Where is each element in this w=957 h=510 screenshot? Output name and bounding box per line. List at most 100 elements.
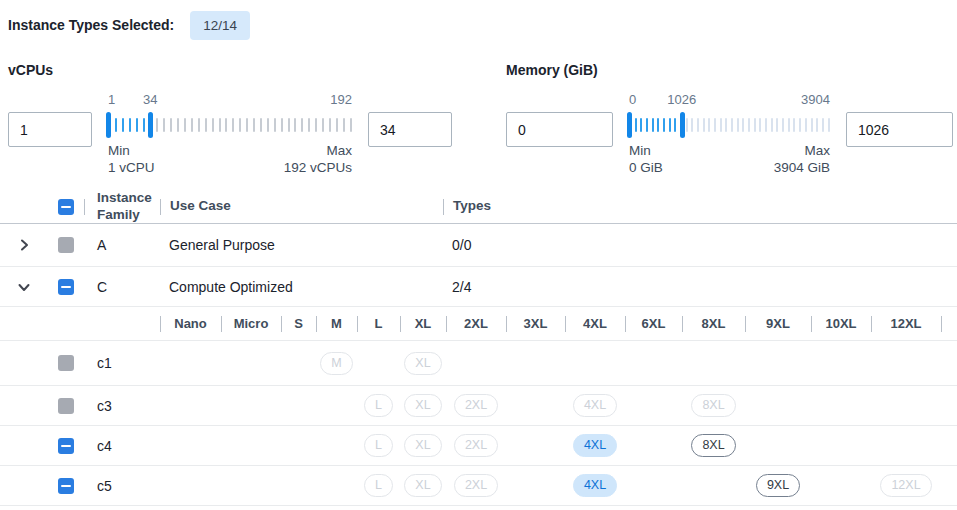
slider-tick (253, 118, 255, 132)
size-cell (745, 426, 811, 465)
slider-tick (136, 118, 138, 132)
size-cell (316, 466, 357, 505)
slider-tick (260, 118, 262, 132)
column-divider (941, 316, 942, 332)
instance-types-selected-label: Instance Types Selected: (8, 17, 174, 33)
instance-family-column-header: Instance Family (97, 190, 159, 224)
slider-tick (725, 118, 727, 132)
size-cell (221, 426, 281, 465)
slider-tick (232, 118, 234, 132)
memory-range-slider: 0 1026 3904 Min 0 GiB Max 3904 GiB (629, 92, 830, 176)
column-divider (316, 316, 317, 332)
slider-handle-min[interactable] (627, 112, 632, 138)
vcpu-slider-track[interactable] (108, 118, 352, 132)
slider-tick (742, 118, 744, 132)
size-cell (745, 341, 811, 385)
size-pill-c3-8xl: 8XL (691, 394, 735, 417)
row-checkbox[interactable] (58, 438, 74, 454)
size-pill-c5-4xl[interactable]: 4XL (573, 474, 617, 497)
size-pill-c4-8xl[interactable]: 8XL (691, 434, 735, 457)
slider-tick (782, 118, 784, 132)
slider-handle-max[interactable] (148, 112, 153, 138)
size-cell: 2XL (446, 386, 506, 425)
column-divider (443, 199, 444, 215)
collapse-chevron-down-icon[interactable] (16, 279, 32, 295)
instance-family-table: Instance Family Use Case Types A General… (0, 190, 957, 506)
slider-tick (177, 118, 179, 132)
size-pill-c5-2xl: 2XL (454, 474, 498, 497)
memory-min-input[interactable] (506, 112, 613, 147)
slider-tick (129, 118, 131, 132)
slider-tick (697, 118, 699, 132)
types-count-value: 2/4 (452, 279, 471, 295)
size-cell (221, 341, 281, 385)
slider-handle-max[interactable] (680, 112, 685, 138)
size-cell (745, 386, 811, 425)
size-pill-c1-xl: XL (404, 352, 441, 375)
slider-tick (657, 118, 659, 132)
memory-filter-title: Memory (GiB) (506, 62, 953, 78)
size-cell (871, 341, 941, 385)
instance-type-name: c1 (97, 355, 112, 371)
size-cell (682, 466, 745, 505)
size-column-header: L (357, 307, 400, 340)
size-column-header: Nano (160, 307, 221, 340)
size-column-header: XL (400, 307, 446, 340)
size-column-header: 9XL (745, 307, 811, 340)
size-cell: 8XL (682, 426, 745, 465)
slider-tick (771, 118, 773, 132)
slider-tick (308, 118, 310, 132)
size-cell (160, 466, 221, 505)
size-cell (871, 386, 941, 425)
vcpu-max-caption: Max 192 vCPUs (284, 142, 352, 176)
row-checkbox[interactable] (58, 478, 74, 494)
column-divider (811, 316, 812, 332)
slider-handle-min[interactable] (106, 112, 111, 138)
column-divider (160, 316, 161, 332)
types-count-value: 0/0 (452, 237, 471, 253)
slider-tick (288, 118, 290, 132)
size-column-header: 6XL (625, 307, 682, 340)
slider-tick (811, 118, 813, 132)
column-divider (221, 316, 222, 332)
slider-tick (765, 118, 767, 132)
vcpu-max-input[interactable] (368, 112, 452, 147)
slider-tick (708, 118, 710, 132)
size-cell (160, 386, 221, 425)
slider-tick (246, 118, 248, 132)
slider-tick (669, 118, 671, 132)
slider-tick (674, 118, 676, 132)
size-cell: M (316, 341, 357, 385)
size-pill-c3-2xl: 2XL (454, 394, 498, 417)
memory-max-input[interactable] (846, 112, 953, 147)
expand-chevron-right-icon[interactable] (16, 237, 32, 253)
slider-tick (212, 118, 214, 132)
column-divider (625, 316, 626, 332)
slider-tick (191, 118, 193, 132)
size-cell: XL (400, 341, 446, 385)
size-pill-c5-9xl[interactable]: 9XL (756, 474, 800, 497)
size-cell: 4XL (565, 386, 625, 425)
size-column-header: 3XL (506, 307, 565, 340)
size-cell (682, 341, 745, 385)
size-column-header: 8XL (682, 307, 745, 340)
vcpu-min-input[interactable] (8, 112, 92, 147)
row-checkbox[interactable] (58, 279, 74, 295)
column-divider (357, 316, 358, 332)
size-column-header: S (281, 307, 316, 340)
select-all-checkbox[interactable] (58, 199, 74, 215)
memory-slider-track[interactable] (629, 118, 830, 132)
slider-tick (816, 118, 818, 132)
size-pill-c4-4xl[interactable]: 4XL (573, 434, 617, 457)
slider-tick (759, 118, 761, 132)
slider-tick (267, 118, 269, 132)
slider-tick (205, 118, 207, 132)
memory-scale-high-label: 3904 (801, 92, 830, 107)
slider-tick (703, 118, 705, 132)
size-cell: XL (400, 386, 446, 425)
family-row-a: A General Purpose 0/0 (0, 224, 957, 267)
vcpu-scale-handle-label: 34 (143, 92, 157, 107)
slider-tick (322, 118, 324, 132)
memory-filter: Memory (GiB) 0 1026 3904 Min 0 GiB (506, 56, 953, 176)
size-cell (811, 341, 871, 385)
